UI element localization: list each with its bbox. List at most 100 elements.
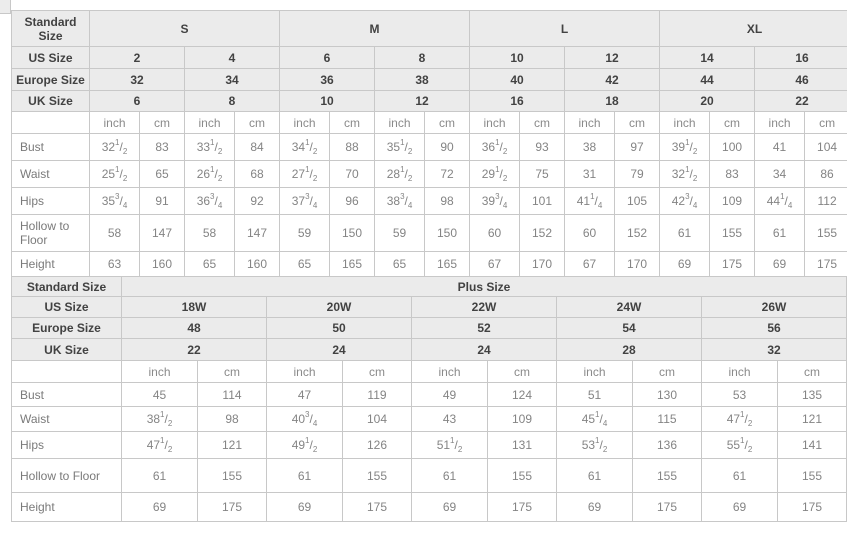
- hips-value: 105: [614, 187, 661, 215]
- uk-size-value: 20: [659, 90, 756, 112]
- height-value: 69: [121, 492, 198, 522]
- unit-inch-header: inch: [266, 360, 343, 383]
- plus-us-size-value: 26W: [700, 296, 847, 318]
- bust-row-label: Bust: [11, 382, 122, 407]
- bust-value: 361/2: [469, 133, 521, 161]
- bust-value: 114: [197, 382, 267, 407]
- hollow-value: 61: [556, 458, 633, 493]
- height-value: 63: [89, 251, 140, 277]
- height-value: 69: [659, 251, 711, 277]
- size-header-xl: XL: [659, 10, 847, 47]
- waist-row-label: Waist: [11, 406, 122, 432]
- height-value: 165: [424, 251, 471, 277]
- height-value: 175: [487, 492, 557, 522]
- unit-cm-header: cm: [197, 360, 267, 383]
- waist-value: 43: [411, 406, 488, 432]
- us-size-row: US Size 2 4 6 8 10 12 14 16: [11, 46, 847, 69]
- waist-value: 109: [487, 406, 557, 432]
- hips-value: 92: [233, 187, 281, 215]
- hips-value: 101: [519, 187, 566, 215]
- bust-value: 135: [776, 382, 847, 407]
- us-size-value: 6: [279, 46, 376, 69]
- hips-value: 511/2: [411, 431, 488, 459]
- hips-value: 98: [424, 187, 471, 215]
- waist-value: 75: [519, 160, 566, 188]
- unit-cm-header: cm: [342, 360, 412, 383]
- hollow-value: 152: [614, 214, 661, 252]
- height-value: 175: [632, 492, 702, 522]
- bust-value: 51: [556, 382, 633, 407]
- waist-value: 70: [329, 160, 376, 188]
- plus-us-size-value: 22W: [411, 296, 557, 318]
- height-value: 67: [564, 251, 616, 277]
- size-chart-page: Standard Size S M L XL US Size 2 4 6 8 1…: [11, 10, 847, 522]
- hollow-value: 61: [754, 214, 806, 252]
- hollow-value: 61: [266, 458, 343, 493]
- hollow-value: 147: [233, 214, 281, 252]
- waist-value: 31: [564, 160, 616, 188]
- height-value: 69: [754, 251, 806, 277]
- units-row: inch cm inch cm inch cm inch cm inch cm …: [11, 111, 847, 134]
- unit-inch-header: inch: [701, 360, 778, 383]
- unit-cm-header: cm: [804, 111, 847, 134]
- height-value: 65: [184, 251, 235, 277]
- waist-value: 68: [233, 160, 281, 188]
- europe-size-value: 42: [564, 68, 661, 91]
- bust-value: 90: [424, 133, 471, 161]
- us-size-value: 14: [659, 46, 756, 69]
- size-header-m: M: [279, 10, 471, 47]
- plus-units-row-spacer: [11, 360, 122, 383]
- europe-size-value: 38: [374, 68, 471, 91]
- bust-value: 84: [233, 133, 281, 161]
- us-size-value: 12: [564, 46, 661, 69]
- hollow-value: 155: [632, 458, 702, 493]
- hips-value: 441/4: [754, 187, 806, 215]
- hips-value: 393/4: [469, 187, 521, 215]
- bust-value: 93: [519, 133, 566, 161]
- hollow-to-floor-row-label: Hollow to Floor: [11, 458, 122, 493]
- height-value: 65: [374, 251, 426, 277]
- waist-value: 271/2: [279, 160, 331, 188]
- size-header-l: L: [469, 10, 661, 47]
- height-value: 175: [709, 251, 756, 277]
- uk-size-value: 10: [279, 90, 376, 112]
- hips-row-label: Hips: [11, 431, 122, 459]
- waist-value: 83: [709, 160, 756, 188]
- us-size-value: 10: [469, 46, 566, 69]
- height-row-label: Height: [11, 492, 122, 522]
- plus-europe-size-row-label: Europe Size: [11, 317, 122, 339]
- waist-value: 115: [632, 406, 702, 432]
- plus-europe-size-value: 50: [266, 317, 412, 339]
- plus-uk-size-row: UK Size 22 24 24 28 32: [11, 338, 847, 361]
- hollow-value: 150: [329, 214, 376, 252]
- plus-uk-size-value: 24: [411, 338, 557, 361]
- hollow-value: 61: [121, 458, 198, 493]
- hollow-value: 147: [139, 214, 185, 252]
- waist-value: 79: [614, 160, 661, 188]
- height-value: 175: [804, 251, 847, 277]
- unit-inch-header: inch: [556, 360, 633, 383]
- plus-europe-size-value: 48: [121, 317, 267, 339]
- waist-value: 251/2: [89, 160, 140, 188]
- unit-inch-header: inch: [564, 111, 616, 134]
- us-size-value: 2: [89, 46, 185, 69]
- hips-row-label: Hips: [11, 187, 90, 215]
- unit-inch-header: inch: [411, 360, 488, 383]
- waist-value: 72: [424, 160, 471, 188]
- uk-size-value: 16: [469, 90, 566, 112]
- hips-value: 96: [329, 187, 376, 215]
- uk-size-value: 8: [183, 90, 281, 112]
- bust-value: 124: [487, 382, 557, 407]
- unit-cm-header: cm: [233, 111, 281, 134]
- hollow-value: 150: [424, 214, 471, 252]
- waist-value: 34: [754, 160, 806, 188]
- hollow-value: 60: [469, 214, 521, 252]
- unit-inch-header: inch: [279, 111, 331, 134]
- hollow-value: 58: [89, 214, 140, 252]
- height-row: Height 63 160 65 160 65 165 65 165 67 17…: [11, 251, 847, 277]
- europe-size-value: 40: [469, 68, 566, 91]
- hips-value: 121: [197, 431, 267, 459]
- hollow-value: 59: [279, 214, 331, 252]
- waist-row-label: Waist: [11, 160, 90, 188]
- height-value: 69: [701, 492, 778, 522]
